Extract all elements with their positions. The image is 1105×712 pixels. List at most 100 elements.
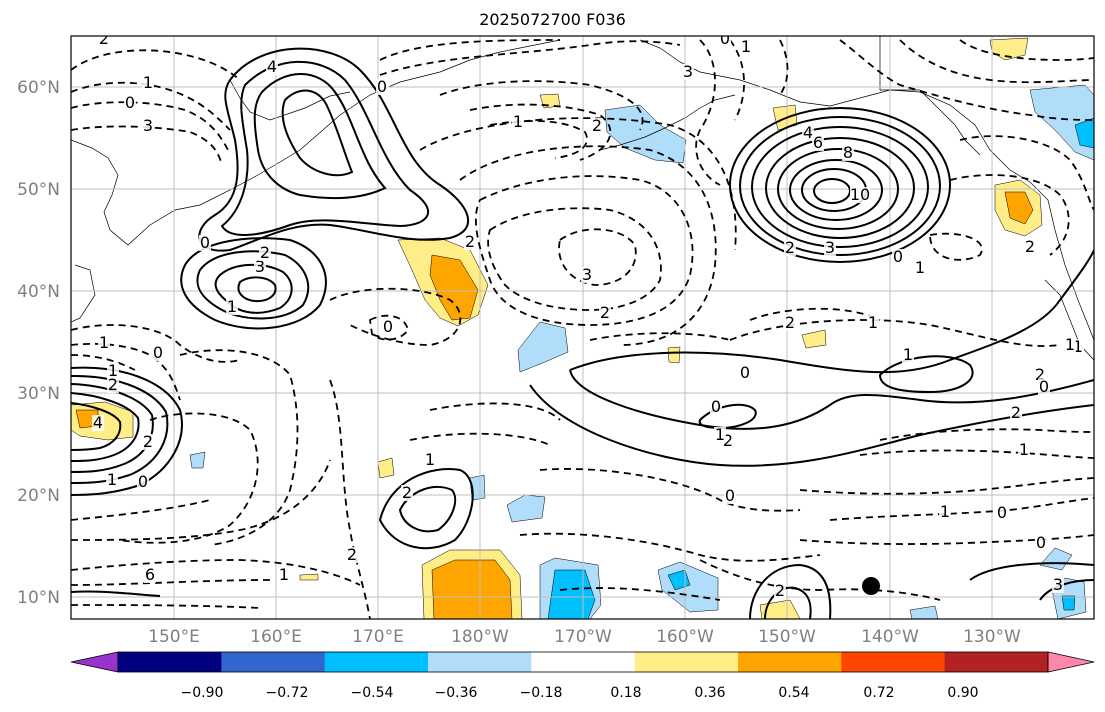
low-contour — [699, 559, 941, 601]
contour-label-bg — [1024, 239, 1036, 255]
high-contour — [569, 249, 1094, 374]
contour-label-bg — [401, 485, 413, 501]
lon-label: 170°E — [352, 627, 404, 647]
lon-label: 180°W — [451, 627, 509, 647]
low-contour — [539, 468, 801, 512]
contour-label-bg — [464, 234, 476, 250]
contour-label-bg — [278, 567, 290, 583]
colorbar-tick-label: −0.90 — [181, 685, 224, 701]
high-contour — [253, 73, 387, 200]
contour-label: 2 — [723, 431, 733, 450]
contour-label: 1 — [940, 502, 950, 521]
low-contour — [949, 174, 1070, 256]
colorbar-segment — [634, 652, 739, 672]
low-contour — [929, 232, 983, 261]
high-contour — [237, 276, 277, 303]
contour-label: 2 — [1035, 365, 1045, 384]
contour-label-bg — [710, 399, 722, 415]
contour-label: 1 — [227, 297, 237, 316]
low-contour — [409, 432, 551, 446]
lat-label: 30°N — [17, 384, 60, 404]
contour-label: 1 — [425, 450, 435, 469]
colorbar-tick-label: 0.36 — [694, 685, 725, 701]
lat-label: 20°N — [17, 486, 60, 506]
colorbar-tick-label: −0.72 — [266, 685, 309, 701]
contour-label: 1 — [143, 73, 153, 92]
contour-label: 2 — [402, 483, 412, 502]
contour-label: 2 — [600, 303, 610, 322]
positive-anomaly-area — [299, 573, 319, 581]
low-contour — [589, 332, 731, 341]
contour-label: 3 — [255, 257, 265, 276]
contour-label-bg — [107, 377, 119, 393]
contour-label-bg — [719, 36, 731, 47]
colorbar-extend-low — [70, 651, 119, 673]
contour-label: 2 — [1011, 403, 1021, 422]
lat-label: 40°N — [17, 282, 60, 302]
contour-label: 0 — [138, 472, 148, 491]
contour-label: 4 — [267, 57, 277, 76]
high-contour — [71, 374, 169, 484]
contour-label-bg — [226, 299, 238, 315]
coastline — [919, 89, 981, 156]
contour-label: 10 — [850, 185, 870, 204]
high-contour — [196, 250, 310, 320]
contour-label: 2 — [1025, 237, 1035, 256]
low-contour — [71, 324, 241, 363]
longitude-axis: 150°E 160°E 170°E 180°W 170°W 160°W 150°… — [148, 627, 1021, 647]
low-contour — [71, 125, 223, 166]
low-contour — [487, 207, 662, 311]
contour-label-bg — [1064, 337, 1076, 353]
contour-label-bg — [724, 488, 736, 504]
low-contour — [369, 314, 409, 341]
contour-label: 1 — [107, 470, 117, 489]
contour-label: 0 — [725, 486, 735, 505]
coastline — [229, 79, 351, 121]
contour-label: 0 — [893, 247, 903, 266]
colorbar-segment — [531, 652, 636, 672]
high-contour — [729, 107, 951, 263]
low-contour — [799, 534, 1094, 545]
lon-label: 160°W — [656, 627, 714, 647]
colorbar-frame — [117, 651, 1049, 673]
low-contour — [559, 587, 721, 601]
low-contour — [419, 117, 737, 251]
contour-label: 6 — [145, 565, 155, 584]
map-title: 2025072700 F036 — [479, 10, 626, 29]
contour-label-bg — [512, 114, 524, 130]
contour-label-bg — [599, 305, 611, 321]
contour-label: 1 — [99, 333, 109, 352]
high-contour — [789, 159, 883, 221]
low-contour — [829, 497, 1094, 521]
high-contour — [71, 392, 140, 462]
contour-label-bg — [867, 315, 879, 331]
contour-label: 1 — [741, 37, 751, 56]
contour-label-bg — [259, 245, 271, 261]
contour-label-bg — [1018, 442, 1030, 458]
lat-label: 50°N — [17, 180, 60, 200]
contour-label: 0 — [1036, 533, 1046, 552]
high-contour — [749, 563, 832, 619]
contour-label-bg — [1038, 379, 1050, 395]
contour-label: 2 — [260, 243, 270, 262]
lon-label: 160°E — [250, 627, 302, 647]
contour-label: 2 — [143, 432, 153, 451]
negative-anomaly-area — [189, 451, 206, 469]
contour-label: 0 — [377, 77, 387, 96]
negative-anomaly-area — [909, 605, 939, 619]
contour-label-bg — [142, 434, 154, 450]
contour-label-bg — [784, 315, 796, 331]
colorbar-tick-label: −0.18 — [520, 685, 563, 701]
contour-label: 1 — [1065, 335, 1075, 354]
contour-label-bg — [1010, 405, 1022, 421]
contour-label-bg — [682, 64, 694, 80]
high-contour — [765, 137, 915, 239]
contour-label: 1 — [513, 112, 523, 131]
low-contour — [71, 101, 229, 151]
lon-label: 170°W — [554, 627, 612, 647]
contour-label-bg — [266, 59, 278, 75]
negative-anomaly-area — [506, 494, 546, 523]
lat-label: 10°N — [17, 588, 60, 608]
coastlines — [71, 36, 1094, 361]
